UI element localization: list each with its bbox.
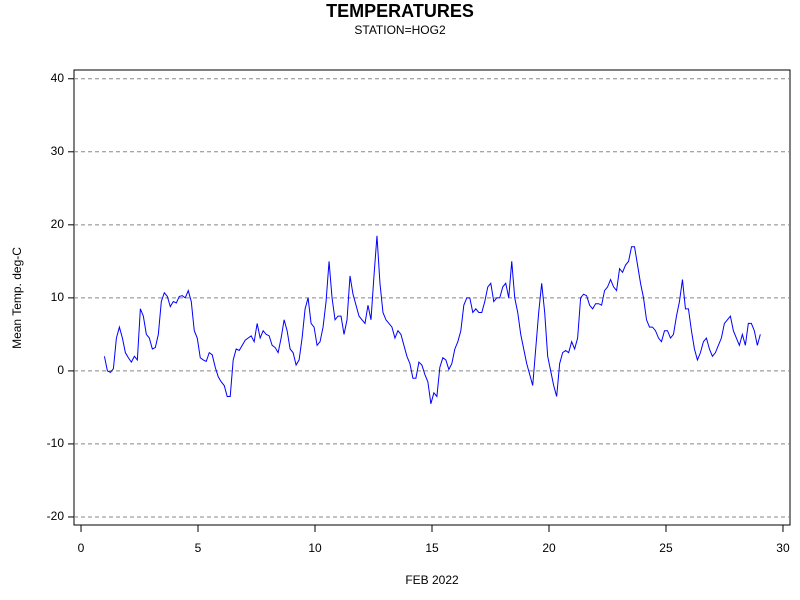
y-tick-label: 10 [51,290,65,304]
chart-title: TEMPERATURES [326,1,474,21]
y-tick-label: 0 [57,363,64,377]
x-tick-label: 5 [195,541,202,555]
x-tick-label: 20 [542,541,556,555]
y-tick-label: 40 [51,71,65,85]
x-tick-label: 15 [425,541,439,555]
y-tick-label: -20 [47,509,65,523]
y-axis-label: Mean Temp. deg-C [10,247,24,349]
x-tick-label: 30 [776,541,790,555]
x-tick-label: 10 [308,541,322,555]
chart-subtitle: STATION=HOG2 [354,23,446,37]
y-tick-label: 20 [51,217,65,231]
x-axis-label: FEB 2022 [405,573,459,587]
x-tick-label: 25 [659,541,673,555]
x-tick-label: 0 [78,541,85,555]
y-tick-label: 30 [51,144,65,158]
data-line [103,235,761,404]
y-tick-label: -10 [47,436,65,450]
